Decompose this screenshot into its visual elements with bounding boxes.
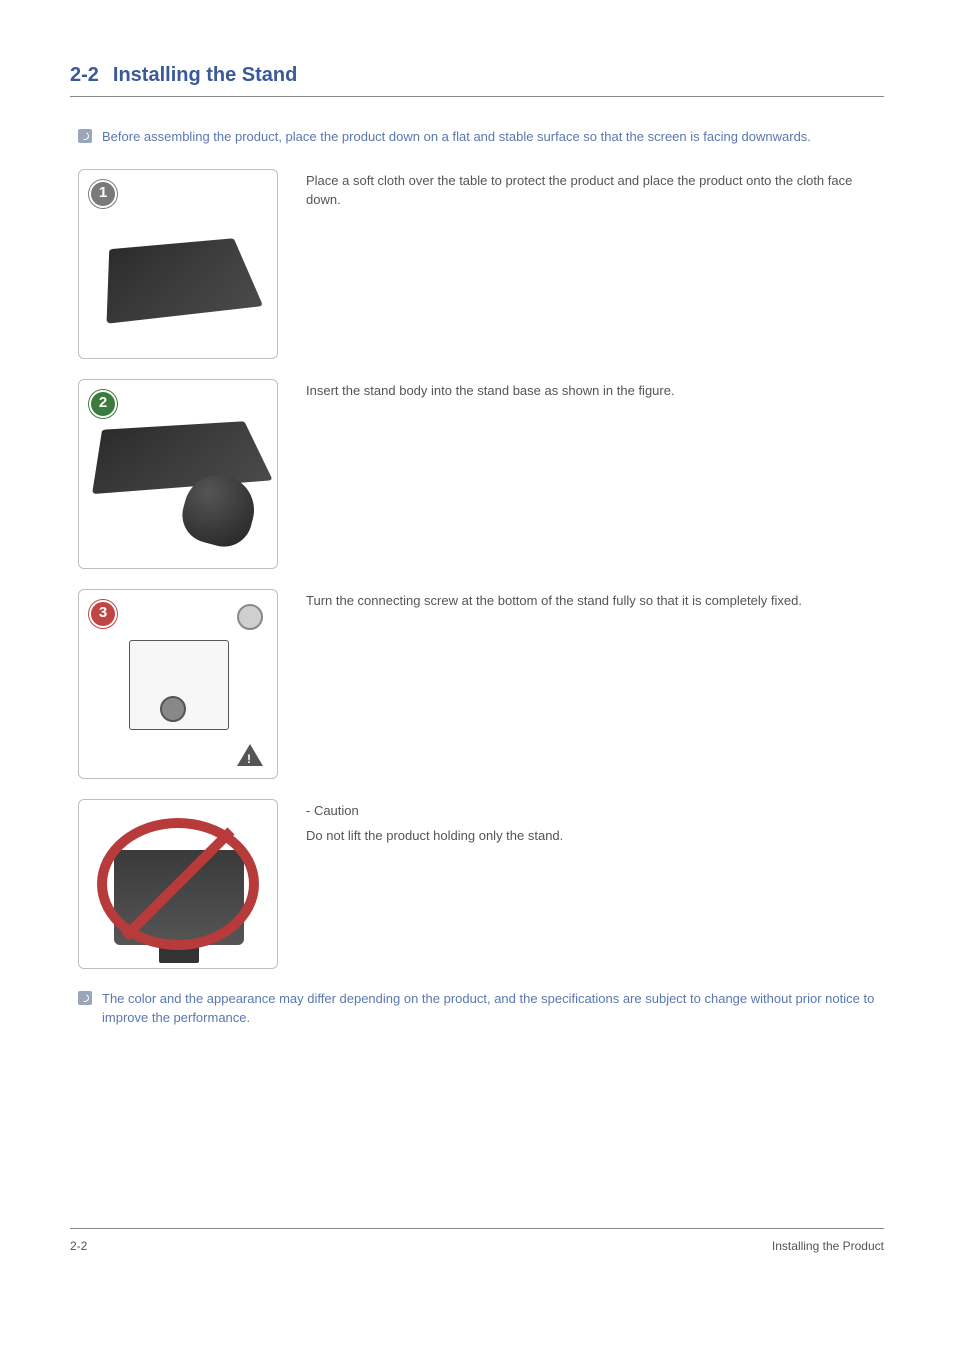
step-3-illustration: [129, 640, 229, 730]
step-1: 1 Place a soft cloth over the table to p…: [78, 169, 884, 359]
caution-row: - Caution Do not lift the product holdin…: [78, 799, 884, 969]
note-icon: [78, 991, 92, 1005]
screw-detail-icon: [237, 604, 263, 630]
caution-text-block: - Caution Do not lift the product holdin…: [306, 799, 884, 846]
warning-triangle-icon: [237, 744, 263, 766]
footer-left: 2-2: [70, 1237, 87, 1255]
step-2-thumbnail: 2: [78, 379, 278, 569]
step-badge-2: 2: [89, 390, 117, 418]
step-1-thumbnail: 1: [78, 169, 278, 359]
section-title: Installing the Stand: [113, 64, 297, 86]
caution-thumbnail: [78, 799, 278, 969]
caution-label: - Caution: [306, 801, 884, 821]
prohibition-icon: [97, 818, 259, 950]
step-1-text: Place a soft cloth over the table to pro…: [306, 169, 884, 210]
caution-text: Do not lift the product holding only the…: [306, 826, 884, 846]
note-bottom-text: The color and the appearance may differ …: [102, 989, 884, 1028]
note-top: Before assembling the product, place the…: [78, 127, 884, 147]
step-badge-1: 1: [89, 180, 117, 208]
step-3-thumbnail: 3: [78, 589, 278, 779]
step-3-text: Turn the connecting screw at the bottom …: [306, 589, 884, 611]
page-footer: 2-2 Installing the Product: [70, 1228, 884, 1255]
footer-right: Installing the Product: [772, 1237, 884, 1255]
step-2: 2 Insert the stand body into the stand b…: [78, 379, 884, 569]
step-2-text: Insert the stand body into the stand bas…: [306, 379, 884, 401]
section-number: 2-2: [70, 64, 99, 86]
step-badge-3: 3: [89, 600, 117, 628]
step-2-illustration-a: [92, 421, 273, 494]
step-3: 3 Turn the connecting screw at the botto…: [78, 589, 884, 779]
section-heading: 2-2 Installing the Stand: [70, 60, 884, 97]
note-icon: [78, 129, 92, 143]
step-1-illustration: [107, 238, 264, 323]
note-top-text: Before assembling the product, place the…: [102, 127, 811, 147]
note-bottom: The color and the appearance may differ …: [78, 989, 884, 1028]
